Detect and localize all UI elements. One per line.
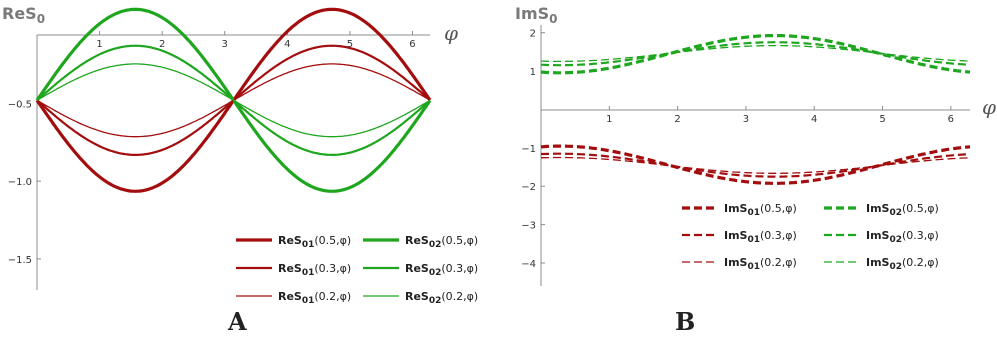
series-line-s01-0_3 xyxy=(540,152,971,178)
series-line-s02-0_3 xyxy=(540,41,971,67)
x-tick-label: 3 xyxy=(743,114,749,125)
x-tick-label: 5 xyxy=(879,114,885,125)
panel-b-legend: ImS01(0.5,φ) ImS02(0.5,φ) ImS01(0.3,φ) ImS0… xyxy=(682,202,939,272)
legend-label: ReS02(0.5,φ) xyxy=(405,234,478,250)
x-tick-label: 2 xyxy=(159,39,165,50)
y-tick-label: −4 xyxy=(521,259,536,270)
series-line-s02-0_5 xyxy=(540,33,971,75)
series-line-s01-0_5 xyxy=(540,144,971,185)
series-line-s02-0_2 xyxy=(541,44,971,63)
x-tick-label: 4 xyxy=(811,114,817,125)
y-tick-label: −1.0 xyxy=(8,177,32,188)
legend-item: ReS01(0.5,φ) xyxy=(236,234,351,250)
legend-item: ReS01(0.3,φ) xyxy=(236,262,351,278)
x-tick-label: 5 xyxy=(347,39,353,50)
y-tick-label: −1.5 xyxy=(8,255,32,266)
legend-label: ReS02(0.2,φ) xyxy=(405,290,478,306)
x-tick-label: 1 xyxy=(96,39,102,50)
series-line-s02-0_2 xyxy=(36,63,431,138)
y-tick-label: −0.5 xyxy=(8,99,32,110)
legend-item: ImS02(0.5,φ) xyxy=(824,202,939,218)
panel-b-plot-area: 1 2 3 4 5 6 2 1 −1 −2 −3 −4 xyxy=(521,25,971,286)
legend-item: ReS02(0.3,φ) xyxy=(363,262,478,278)
panel-b-x-axis-label: φ xyxy=(982,95,996,119)
panel-b-letter: B xyxy=(675,307,695,336)
y-tick-label: −3 xyxy=(521,221,536,232)
legend-label: ImS02(0.3,φ) xyxy=(866,229,939,245)
legend-item: ImS01(0.2,φ) xyxy=(682,256,797,272)
legend-label: ImS01(0.3,φ) xyxy=(724,229,797,245)
x-tick-label: 6 xyxy=(948,114,954,125)
series-line-s01-0_2 xyxy=(540,156,971,174)
legend-item: ReS02(0.5,φ) xyxy=(363,234,478,250)
legend-label: ReS01(0.3,φ) xyxy=(278,262,351,278)
panel-a-plot-area: 1 2 3 4 5 6 −0.5 −1.0 −1.5 xyxy=(8,7,432,290)
x-tick-label: 6 xyxy=(409,39,415,50)
panel-a-x-axis-label: φ xyxy=(444,21,458,45)
y-tick-label: 1 xyxy=(530,67,536,78)
legend-item: ImS02(0.2,φ) xyxy=(824,256,939,272)
y-tick-label: −1 xyxy=(521,144,536,155)
legend-item: ImS01(0.5,φ) xyxy=(682,202,797,218)
y-tick-label: 2 xyxy=(530,29,536,40)
y-tick-label: −2 xyxy=(521,182,536,193)
x-tick-label: 4 xyxy=(284,39,290,50)
panel-a-title: ReS0 xyxy=(2,4,45,26)
panel-a-legend: ReS01(0.5,φ) ReS02(0.5,φ) ReS01(0.3,φ) ReS0… xyxy=(236,234,478,306)
legend-item: ImS02(0.3,φ) xyxy=(824,229,939,245)
legend-label: ReS01(0.2,φ) xyxy=(278,290,351,306)
x-tick-label: 3 xyxy=(222,39,228,50)
x-tick-label: 1 xyxy=(606,114,612,125)
panel-b-title: ImS0 xyxy=(515,4,558,26)
legend-item: ReS02(0.2,φ) xyxy=(363,290,478,306)
legend-label: ImS02(0.5,φ) xyxy=(866,202,939,218)
panel-a-letter: A xyxy=(227,307,247,336)
legend-label: ImS01(0.2,φ) xyxy=(724,256,797,272)
legend-item: ReS01(0.2,φ) xyxy=(236,290,351,306)
panel-a-chart: ReS0 φ 1 2 3 4 5 6−0.5−1.0−1.5 ReS01(0.5,φ) Re… xyxy=(2,4,478,336)
panel-b-chart: ImS0 φ 1 2 3 4 5 621−1−2−3−4 ImS01(0.5,φ) ImS0… xyxy=(515,4,996,336)
legend-label: ImS02(0.2,φ) xyxy=(866,256,939,272)
x-tick-label: 2 xyxy=(674,114,680,125)
legend-item: ImS01(0.3,φ) xyxy=(682,229,797,245)
legend-label: ReS01(0.5,φ) xyxy=(278,234,351,250)
legend-label: ReS02(0.3,φ) xyxy=(405,262,478,278)
legend-label: ImS01(0.5,φ) xyxy=(724,202,797,218)
